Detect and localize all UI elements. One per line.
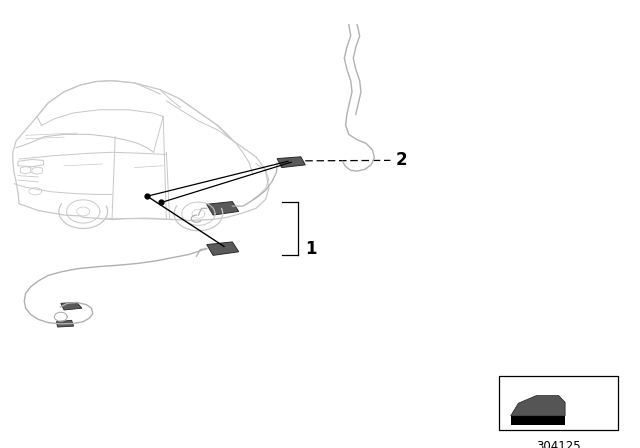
Bar xyxy=(499,376,618,430)
Polygon shape xyxy=(56,320,74,327)
Polygon shape xyxy=(277,157,305,168)
Text: 2: 2 xyxy=(396,151,407,169)
Text: 1: 1 xyxy=(305,240,317,258)
Polygon shape xyxy=(61,302,82,310)
Polygon shape xyxy=(207,202,239,215)
Bar xyxy=(511,416,565,425)
Text: 304125: 304125 xyxy=(536,440,580,448)
Polygon shape xyxy=(511,396,565,416)
Polygon shape xyxy=(207,242,239,255)
